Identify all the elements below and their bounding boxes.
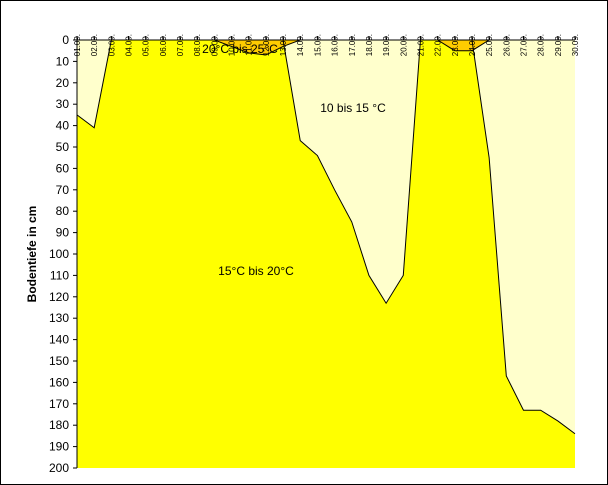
y-tick-label: 10 [56,54,70,68]
x-tick-label: 14.09. [296,34,305,56]
x-tick-label: 23.09. [451,34,460,56]
x-tick-label: 21.09. [416,34,425,56]
y-tick-label: 30 [56,97,70,111]
y-tick-label: 120 [49,290,69,304]
x-tick-label: 13.09. [279,34,288,56]
y-tick-label: 180 [49,418,69,432]
y-tick-label: 20 [56,76,70,90]
y-tick-label: 150 [49,354,69,368]
y-tick-label: 90 [56,226,70,240]
area-20-25-top [77,40,575,55]
x-tick-label: 08.09. [193,34,202,56]
y-tick-label: 40 [56,119,70,133]
x-tick-label: 22.09. [434,34,443,56]
x-tick-label: 28.09. [537,34,546,56]
x-tick-label: 16.09. [331,34,340,56]
y-axis-label: Bodentiefe in cm [25,206,39,303]
y-tick-label: 130 [49,311,69,325]
x-tick-label: 30.09. [571,34,580,56]
area-15-20-warm [94,40,490,468]
x-tick-label: 20.09. [399,34,408,56]
x-tick-label: 07.09. [176,34,185,56]
y-tick-label: 0 [62,33,69,47]
x-tick-label: 26.09. [502,34,511,56]
x-tick-label: 04.09. [125,34,134,56]
x-tick-label: 18.09. [365,34,374,56]
annotation-15-20: 15°C bis 20°C [218,264,294,278]
annotation-20-25: 20°C bis 25°C [202,42,278,56]
x-tick-label: 05.09. [142,34,151,56]
x-tick-label: 29.09. [554,34,563,56]
x-tick-label: 01.09. [73,34,82,56]
x-tick-label: 11.09. [245,34,254,56]
x-tick-label: 12.09. [262,34,271,56]
y-tick-label: 50 [56,140,70,154]
x-tick-label: 09.09. [210,34,219,56]
y-tick-label: 100 [49,247,69,261]
x-tick-label: 27.09. [519,34,528,56]
x-tick-label: 10.09. [228,34,237,56]
area-10-15 [77,40,575,434]
y-tick-label: 60 [56,161,70,175]
x-tick-label: 06.09. [159,34,168,56]
annotation-10-15: 10 bis 15 °C [320,101,386,115]
x-tick-label: 15.09. [313,34,322,56]
y-tick-label: 110 [50,268,69,282]
x-tick-label: 24.09. [468,34,477,56]
x-tick-label: 25.09. [485,34,494,56]
y-tick-label: 200 [49,461,69,475]
y-tick-label: 70 [56,183,70,197]
x-tick-label: 19.09. [382,34,391,56]
y-tick-label: 190 [49,440,69,454]
y-tick-label: 140 [49,333,69,347]
y-tick-label: 80 [56,204,70,218]
x-tick-label: 03.09. [107,34,116,56]
y-tick-label: 160 [49,375,69,389]
x-tick-label: 17.09. [348,34,357,56]
y-tick-label: 170 [49,397,69,411]
x-tick-label: 02.09. [90,34,99,56]
